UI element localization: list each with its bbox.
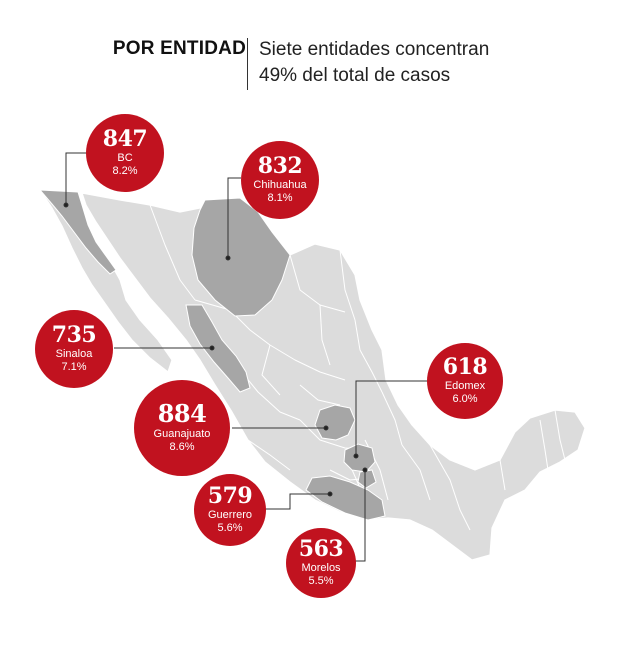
leader-dot-guanajuato [323, 425, 329, 431]
map-state-edomex [343, 443, 376, 473]
bubble-state-name: Guanajuato [153, 428, 211, 440]
bubble-percent: 6.0% [452, 393, 478, 405]
subtitle-line-1: Siete entidades concentran [259, 39, 490, 60]
bubble-guanajuato: 884 Guanajuato 8.6% [134, 380, 230, 476]
bubble-value: 884 [157, 399, 207, 428]
bubble-edomex: 618 Edomex 6.0% [427, 343, 503, 419]
bubble-percent: 8.1% [267, 192, 293, 204]
bubble-value: 847 [102, 126, 148, 152]
leader-dot-morelos [362, 467, 368, 473]
bubble-percent: 7.1% [61, 361, 87, 373]
bubble-morelos: 563 Morelos 5.5% [286, 528, 356, 598]
section-kicker: POR ENTIDAD [112, 38, 246, 59]
leader-dot-edomex [353, 453, 359, 459]
map-state-chihuahua [191, 197, 291, 317]
bubble-state-name: Guerrero [207, 509, 253, 521]
bubble-chihuahua: 832 Chihuahua 8.1% [241, 141, 319, 219]
bubble-percent: 5.5% [308, 575, 334, 587]
bubble-percent: 8.2% [112, 165, 138, 177]
bubble-guerrero: 579 Guerrero 5.6% [194, 474, 266, 546]
bubble-percent: 5.6% [217, 522, 243, 534]
leader-dot-guerrero [327, 491, 333, 497]
bubble-value: 735 [51, 322, 97, 348]
bubble-state-name: Edomex [444, 380, 486, 392]
map-state-guanajuato [314, 404, 356, 441]
title-divider [247, 38, 248, 90]
map-base [39, 189, 586, 561]
leader-chihuahua [227, 177, 241, 258]
bubble-state-name: BC [117, 152, 133, 164]
map-state-morelos [357, 469, 377, 489]
bubble-state-name: Chihuahua [253, 179, 307, 191]
leader-dot-sinaloa [209, 345, 215, 351]
header: POR ENTIDAD Siete entidades concentran 4… [0, 0, 618, 100]
map-state-sinaloa [185, 304, 251, 393]
leader-guerrero [244, 493, 330, 510]
subtitle: Siete entidades concentran 49% del total… [259, 37, 489, 89]
bubble-value: 832 [257, 153, 303, 179]
bubble-value: 618 [442, 354, 488, 380]
leader-dot-bc [63, 202, 69, 208]
bubble-state-name: Morelos [301, 562, 341, 574]
bubble-value: 563 [298, 536, 344, 562]
bubble-value: 579 [207, 483, 253, 509]
leader-bc [65, 152, 92, 205]
leader-dot-chihuahua [225, 255, 231, 261]
bubble-sinaloa: 735 Sinaloa 7.1% [35, 310, 113, 388]
subtitle-line-2: 49% del total de casos [259, 65, 451, 86]
map-state-bc [38, 189, 117, 275]
bubble-state-name: Sinaloa [55, 348, 93, 360]
bubble-bc: 847 BC 8.2% [86, 114, 164, 192]
leader-edomex [355, 380, 427, 456]
bubble-percent: 8.6% [169, 441, 195, 453]
